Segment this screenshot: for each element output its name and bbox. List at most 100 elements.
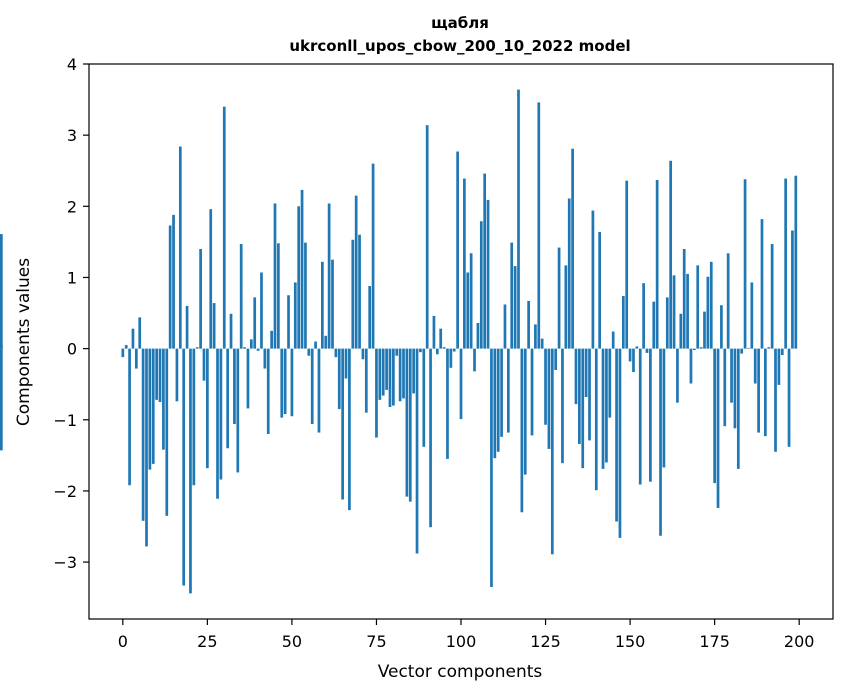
bar-113 [503, 304, 507, 349]
bar-6 [141, 348, 145, 521]
bar-26 [209, 209, 213, 349]
bar-132 [567, 198, 571, 349]
bar-18 [182, 348, 186, 586]
bar-177 [720, 305, 723, 349]
bar-76 [378, 348, 382, 400]
bar-108 [486, 199, 490, 349]
x-tick-label: 200 [784, 632, 815, 651]
bar-28 [216, 348, 219, 499]
bar-191 [767, 347, 771, 349]
bar-14 [168, 225, 172, 349]
bar-68 [351, 239, 355, 349]
bar-100 [459, 348, 463, 420]
bar-80 [392, 348, 395, 406]
bar-30 [222, 106, 226, 349]
bar-34 [236, 348, 240, 473]
bar-62 [331, 259, 334, 349]
bar-152 [635, 346, 639, 349]
bar-23 [199, 249, 202, 349]
y-axis-label: Components values [14, 258, 34, 426]
bar-49 [287, 295, 290, 349]
bar-54 [304, 242, 307, 349]
bar-82 [398, 348, 402, 402]
bar-192 [770, 244, 774, 349]
bar-142 [601, 348, 605, 469]
bar-102 [466, 272, 470, 349]
bar-10 [155, 348, 158, 400]
bar-35 [239, 244, 243, 349]
bar-71 [361, 348, 365, 360]
bar-195 [780, 348, 784, 356]
bar-114 [506, 348, 510, 433]
bar-1 [124, 345, 128, 349]
bar-138 [588, 348, 591, 441]
bar-176 [716, 348, 720, 508]
bar-27 [212, 303, 216, 349]
bar-undefined [0, 345, 3, 349]
bar-188 [757, 348, 760, 433]
bar-25 [206, 348, 209, 469]
bar-104 [473, 348, 476, 372]
bar-2 [128, 348, 131, 486]
bar-186 [750, 282, 754, 349]
bar-119 [523, 348, 527, 475]
bar-70 [358, 234, 361, 349]
bar-42 [263, 348, 267, 369]
bar-undefined [0, 234, 3, 349]
bar-91 [429, 348, 432, 528]
bar-24 [202, 348, 206, 381]
bar-109 [490, 348, 493, 587]
bar-165 [679, 313, 683, 349]
bar-173 [706, 276, 710, 349]
bar-156 [649, 348, 652, 482]
bar-74 [371, 163, 375, 349]
bar-86 [412, 348, 416, 394]
bar-179 [726, 253, 730, 349]
bar-123 [537, 102, 541, 349]
bar-87 [415, 348, 419, 554]
bar-56 [310, 348, 314, 425]
bar-124 [540, 338, 544, 349]
bar-115 [510, 242, 514, 349]
bar-46 [277, 243, 280, 349]
bar-154 [642, 283, 645, 349]
bar-45 [273, 203, 277, 349]
bar-64 [337, 348, 341, 410]
bar-92 [432, 315, 436, 349]
bar-182 [736, 348, 740, 469]
bar-96 [446, 348, 449, 459]
chart-subtitle: ukrconll_upos_cbow_200_10_2022 model [289, 37, 630, 55]
y-tick-label: 0 [67, 340, 77, 359]
bar-171 [699, 347, 703, 349]
bar-126 [547, 348, 551, 449]
bar-157 [652, 301, 656, 349]
bar-135 [578, 348, 581, 444]
bar-140 [594, 348, 598, 491]
bar-164 [676, 348, 679, 403]
bar-84 [405, 348, 409, 497]
bar-7 [145, 348, 148, 547]
bar-52 [297, 206, 301, 349]
bar-180 [730, 348, 733, 403]
bar-89 [422, 348, 426, 447]
bar-88 [419, 348, 422, 353]
bar-29 [219, 348, 223, 480]
bar-161 [665, 297, 669, 349]
bar-197 [787, 348, 791, 447]
bar-118 [520, 348, 524, 513]
bar-128 [554, 348, 558, 370]
y-tick-label: −2 [53, 482, 77, 501]
bar-17 [178, 146, 182, 349]
bar-136 [581, 348, 585, 469]
bar-110 [493, 348, 497, 459]
bar-94 [439, 328, 443, 349]
bar-9 [151, 348, 155, 464]
bar-189 [760, 219, 764, 349]
bar-79 [388, 348, 392, 407]
bar-47 [280, 348, 284, 418]
x-tick-label: 25 [197, 632, 217, 651]
bar-162 [669, 160, 673, 349]
bar-148 [621, 295, 625, 349]
bars [0, 89, 798, 594]
